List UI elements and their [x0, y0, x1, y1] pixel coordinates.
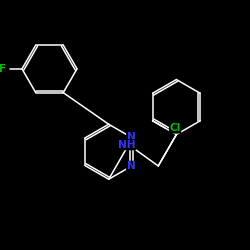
- Text: F: F: [0, 64, 6, 74]
- Text: N: N: [126, 161, 135, 171]
- Text: N: N: [126, 132, 135, 142]
- Text: NH: NH: [118, 140, 136, 150]
- Text: Cl: Cl: [170, 123, 181, 133]
